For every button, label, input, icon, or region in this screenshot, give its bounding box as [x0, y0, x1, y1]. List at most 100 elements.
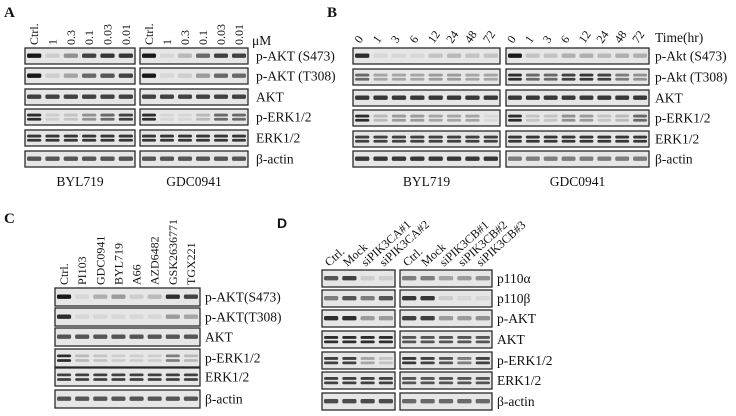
protein-band [446, 53, 462, 58]
protein-band [465, 135, 480, 139]
protein-band [342, 398, 357, 404]
protein-band [420, 340, 435, 344]
protein-band [118, 94, 133, 99]
protein-band [561, 53, 576, 58]
lane-label: GSK2636771 [166, 219, 180, 285]
unit-label: Time(hr) [655, 30, 703, 45]
blot-strip [352, 109, 501, 127]
protein-label: ERK1/2 [497, 373, 541, 388]
protein-band [324, 315, 339, 321]
protein-band [231, 113, 247, 117]
lane-label: A66 [130, 264, 144, 285]
protein-band [438, 315, 454, 321]
lane-label: 1 [160, 39, 174, 45]
protein-band [165, 373, 180, 377]
protein-band [195, 73, 211, 78]
protein-band [147, 334, 162, 339]
protein-label: p110β [497, 291, 530, 306]
lane-label: AZD6482 [148, 236, 162, 285]
protein-band [483, 77, 498, 81]
protein-band [360, 398, 375, 404]
protein-band [543, 118, 558, 122]
protein-band [579, 77, 594, 81]
lane-label: 0 [351, 33, 366, 46]
protein-band [111, 314, 126, 319]
protein-band [507, 95, 522, 100]
protein-band [129, 334, 144, 339]
protein-band [355, 73, 370, 77]
blot-strip [54, 389, 201, 409]
protein-band [438, 361, 454, 365]
protein-band [27, 94, 42, 99]
protein-band [231, 94, 247, 99]
protein-band [446, 139, 462, 143]
blot-strip [352, 150, 501, 168]
protein-band [27, 156, 42, 161]
protein-band [525, 118, 540, 122]
blot-strip [321, 309, 396, 328]
protein-band [373, 77, 388, 81]
protein-label: p-AKT(T308) [205, 310, 281, 325]
protein-band [324, 295, 339, 301]
blot-strip [321, 371, 396, 390]
lane-label: TGX221 [184, 242, 198, 285]
protein-band [177, 53, 193, 58]
protein-band [355, 139, 370, 143]
lane-label: 72 [480, 28, 498, 46]
protein-band [118, 138, 133, 142]
protein-band [475, 361, 490, 365]
lane-label: 1 [522, 33, 537, 46]
protein-band [342, 361, 357, 365]
protein-band [378, 340, 393, 344]
blot-strip [24, 150, 136, 168]
protein-band [457, 361, 472, 365]
protein-band [355, 53, 370, 58]
lane-label: 12 [425, 28, 443, 46]
protein-band [342, 357, 357, 360]
protein-label: p-ERK1/2 [497, 353, 553, 368]
protein-band [342, 295, 357, 301]
protein-band [111, 359, 126, 362]
protein-band [195, 117, 211, 121]
protein-band [465, 77, 480, 81]
protein-band [391, 53, 407, 58]
protein-band [118, 134, 133, 138]
protein-label: AKT [497, 332, 525, 347]
protein-band [141, 156, 157, 161]
protein-band [475, 340, 490, 344]
blot-strip [24, 88, 136, 106]
protein-band [410, 135, 425, 139]
blot-strip [505, 47, 650, 65]
protein-band [579, 139, 594, 143]
protein-band [483, 53, 498, 58]
unit-label: μM [252, 33, 271, 48]
protein-band [579, 114, 594, 118]
protein-band [446, 114, 462, 118]
protein-band [579, 53, 594, 58]
protein-band [378, 398, 393, 404]
protein-band [475, 398, 490, 404]
protein-band [579, 95, 594, 100]
protein-band [438, 398, 454, 404]
protein-band [183, 294, 199, 299]
protein-band [195, 138, 211, 142]
blot-strip [139, 67, 249, 85]
protein-band [543, 73, 558, 77]
protein-band [457, 315, 472, 321]
protein-band [483, 135, 498, 139]
protein-band [378, 315, 393, 321]
protein-band [63, 134, 78, 138]
protein-band [63, 94, 78, 99]
protein-band [428, 95, 443, 100]
protein-band [615, 95, 630, 100]
protein-band [402, 377, 417, 380]
protein-band [615, 114, 630, 118]
blot-strip [139, 108, 249, 126]
protein-band [165, 396, 180, 401]
protein-band [213, 73, 229, 78]
protein-band [177, 117, 193, 121]
protein-band [100, 134, 115, 138]
protein-band [391, 139, 407, 143]
protein-band [93, 314, 108, 319]
protein-label: AKT [205, 330, 233, 345]
